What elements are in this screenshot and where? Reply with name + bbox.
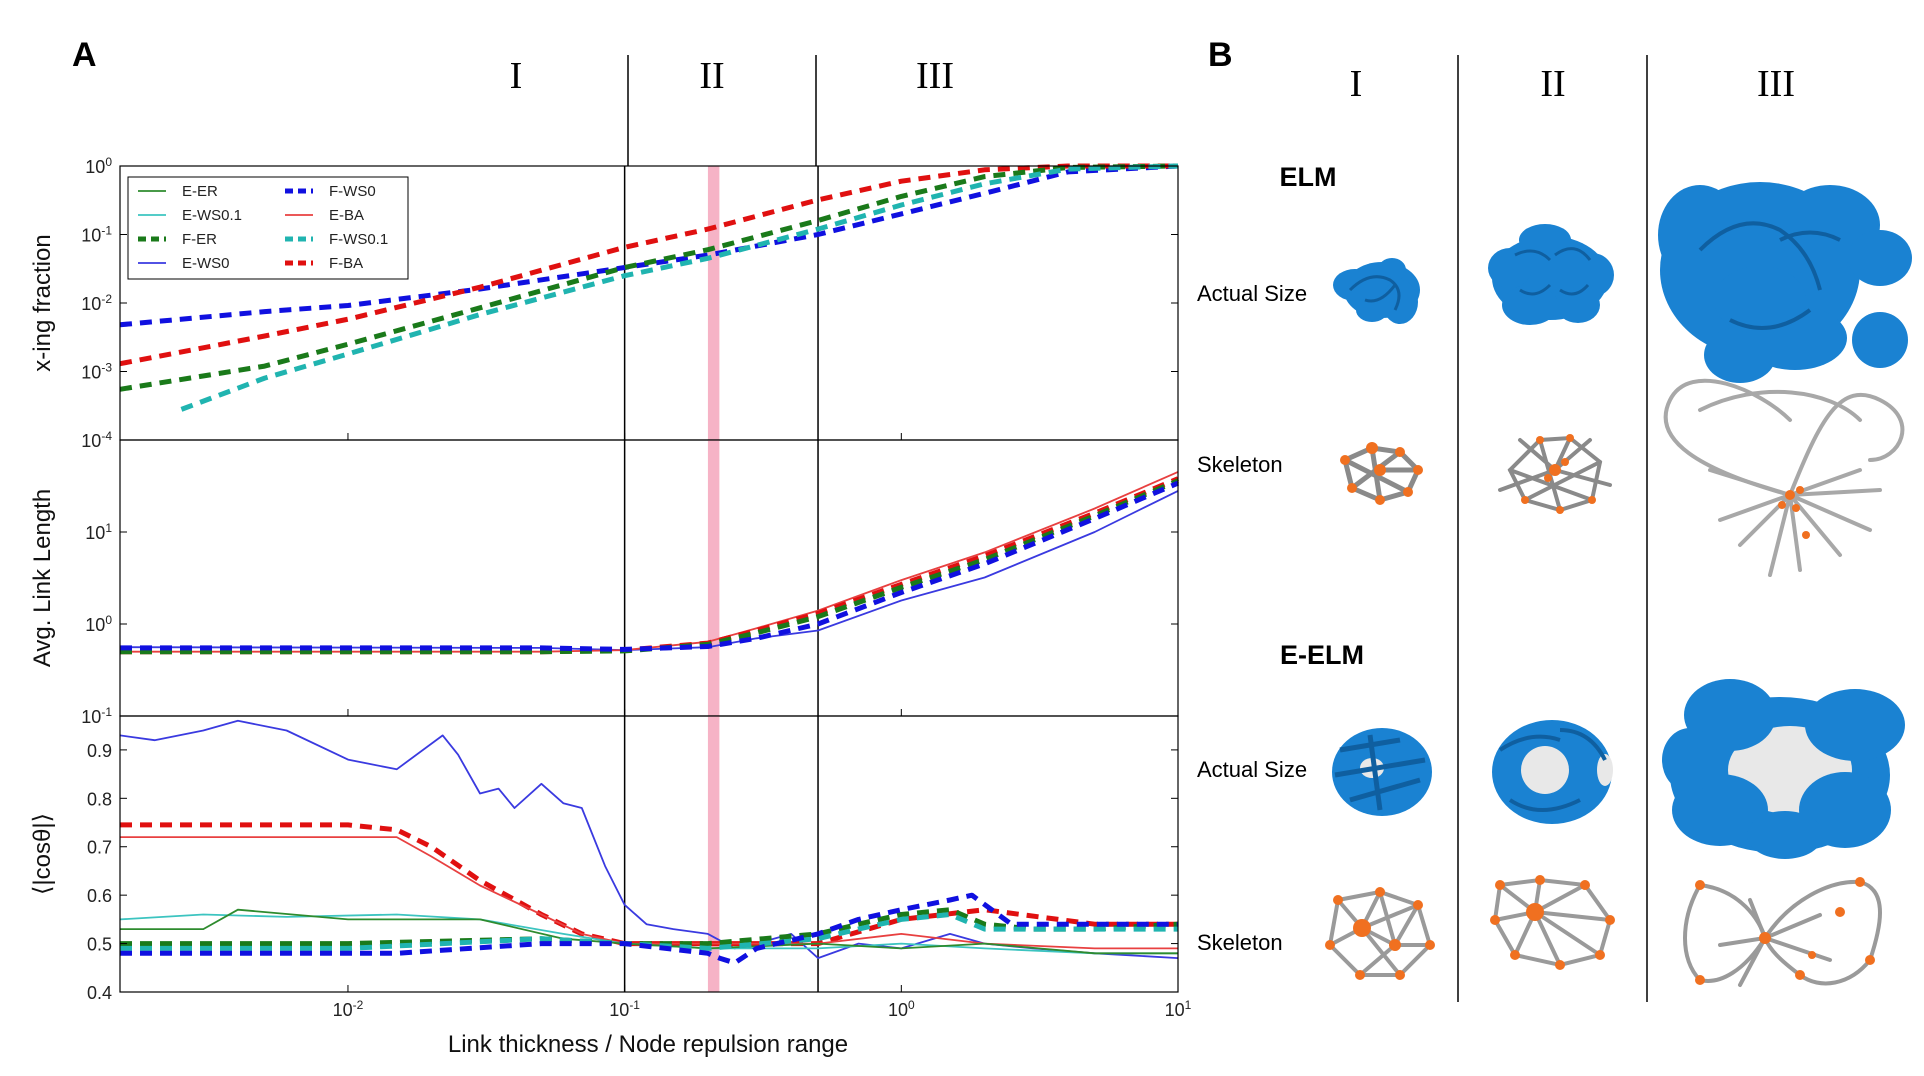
legend-label: F-WS0.1 <box>329 231 388 248</box>
series-line-e-ba <box>120 836 1178 950</box>
y-tick-label: 101 <box>85 521 112 543</box>
vertical-lines <box>623 440 819 716</box>
band-highlight <box>707 166 720 440</box>
series-group <box>119 719 1179 966</box>
y-tick-label: 10-2 <box>81 292 112 314</box>
y-tick-label: 10-1 <box>81 224 112 246</box>
row-label-eelm-actual: Actual Size <box>1197 757 1307 782</box>
regime-label-3: III <box>916 55 954 97</box>
y-tick-label: 0.4 <box>87 983 112 1003</box>
row-label-elm-actual: Actual Size <box>1197 281 1307 306</box>
eelm-skeleton-ii <box>1490 875 1615 970</box>
y-tick-label: 0.5 <box>87 935 112 955</box>
regime-label-1: I <box>510 55 523 97</box>
y-tick-label: 10-4 <box>81 429 112 451</box>
model-label-elm: ELM <box>1280 162 1337 192</box>
eelm-skeleton-i <box>1325 887 1435 980</box>
series-line-f-ws0 <box>119 163 1179 328</box>
column-label-1: I <box>1350 63 1363 105</box>
legend-box <box>127 176 409 280</box>
regime-label-2: II <box>699 55 724 97</box>
series-line-e-ba <box>120 471 1179 653</box>
row-label-eelm-skeleton: Skeleton <box>1197 930 1283 955</box>
y-tick-label: 10-1 <box>81 705 112 727</box>
x-tick-label: 100 <box>888 998 915 1020</box>
eelm-actual-size-ii <box>1492 720 1613 824</box>
series-line-e-er <box>120 908 1178 955</box>
legend-label: F-ER <box>182 231 217 248</box>
elm-skeleton-ii <box>1498 434 1612 514</box>
eelm-actual-size-iii <box>1662 679 1905 859</box>
series-group <box>119 471 1179 655</box>
model-label-eelm: E-ELM <box>1280 640 1364 670</box>
legend-label: E-WS0.1 <box>182 207 242 224</box>
y-tick-label: 0.7 <box>87 838 112 858</box>
eelm-skeleton-iii <box>1683 877 1882 987</box>
elm-actual-size-iii <box>1658 182 1912 383</box>
band-highlight <box>707 440 720 716</box>
band-highlight <box>707 716 720 992</box>
y-axis-label: x-ing fraction <box>29 234 56 371</box>
series-group <box>119 163 1179 412</box>
legend-label: E-WS0 <box>182 255 230 272</box>
panel-b-letter: B <box>1208 36 1233 74</box>
series-line-f-ws0 <box>120 892 1178 966</box>
y-tick-label: 100 <box>85 155 112 177</box>
legend-label: E-ER <box>182 183 218 200</box>
x-tick-label: 10-2 <box>333 998 364 1020</box>
elm-skeleton-i <box>1340 442 1423 505</box>
x-tick-label: 10-1 <box>609 998 640 1020</box>
panel-a: A I II III 100 10-1 10-2 10-3 10-4 x-ing fra… <box>29 36 1192 1058</box>
y-tick-label: 0.9 <box>87 741 112 761</box>
column-label-2: II <box>1540 63 1565 105</box>
column-label-3: III <box>1757 63 1795 105</box>
vertical-lines <box>623 716 819 992</box>
y-tick-label: 100 <box>85 613 112 635</box>
y-tick-label: 0.6 <box>87 886 112 906</box>
y-axis-label: ⟨|cosθ|⟩ <box>29 813 56 895</box>
eelm-actual-size-i <box>1332 728 1432 816</box>
x-tick-label: 101 <box>1165 998 1192 1020</box>
series-line-f-ba <box>119 163 1178 367</box>
series-line-f-ba <box>120 476 1179 655</box>
subplot-cos-theta: 0.9 0.8 0.7 0.6 0.5 0.4 ⟨|cosθ|⟩ <box>29 715 1179 1003</box>
elm-actual-size-i <box>1333 258 1420 324</box>
vertical-lines <box>623 166 819 440</box>
series-line-f-er <box>120 478 1179 655</box>
panel-a-letter: A <box>72 36 97 74</box>
legend-label: F-BA <box>329 255 363 272</box>
series-line-e-ws0 <box>119 490 1179 651</box>
plot-frame <box>119 715 1179 993</box>
series-line-f-er <box>119 163 1179 392</box>
series-line-f-ws01 <box>180 163 1179 412</box>
elm-skeleton-iii <box>1663 378 1905 577</box>
legend: E-ER E-WS0.1 F-ER E-WS0 F-WS0 E-BA F-WS0.1 F-BA <box>127 176 409 280</box>
subplot-crossing-fraction: 100 10-1 10-2 10-3 10-4 x-ing fraction <box>29 155 1179 451</box>
series-line-f-ws0 <box>120 480 1179 652</box>
plot-frame <box>119 439 1179 717</box>
elm-actual-size-ii <box>1488 224 1614 325</box>
y-ticks: 0.9 0.8 0.7 0.6 0.5 0.4 <box>87 741 1178 1003</box>
x-axis-label: Link thickness / Node repulsion range <box>448 1031 848 1058</box>
legend-label: F-WS0 <box>329 183 376 200</box>
legend-label: E-BA <box>329 207 364 224</box>
row-label-elm-skeleton: Skeleton <box>1197 452 1283 477</box>
y-tick-label: 10-3 <box>81 361 112 383</box>
subplot-avg-link-length: 101 100 10-1 Avg. Link Length <box>29 439 1179 727</box>
series-line-f-ws01 <box>120 912 1178 951</box>
y-tick-label: 0.8 <box>87 789 112 809</box>
y-axis-label: Avg. Link Length <box>29 489 56 667</box>
panel-b: B I II III ELM E-ELM Actual Size Skeleto… <box>1197 36 1912 1002</box>
